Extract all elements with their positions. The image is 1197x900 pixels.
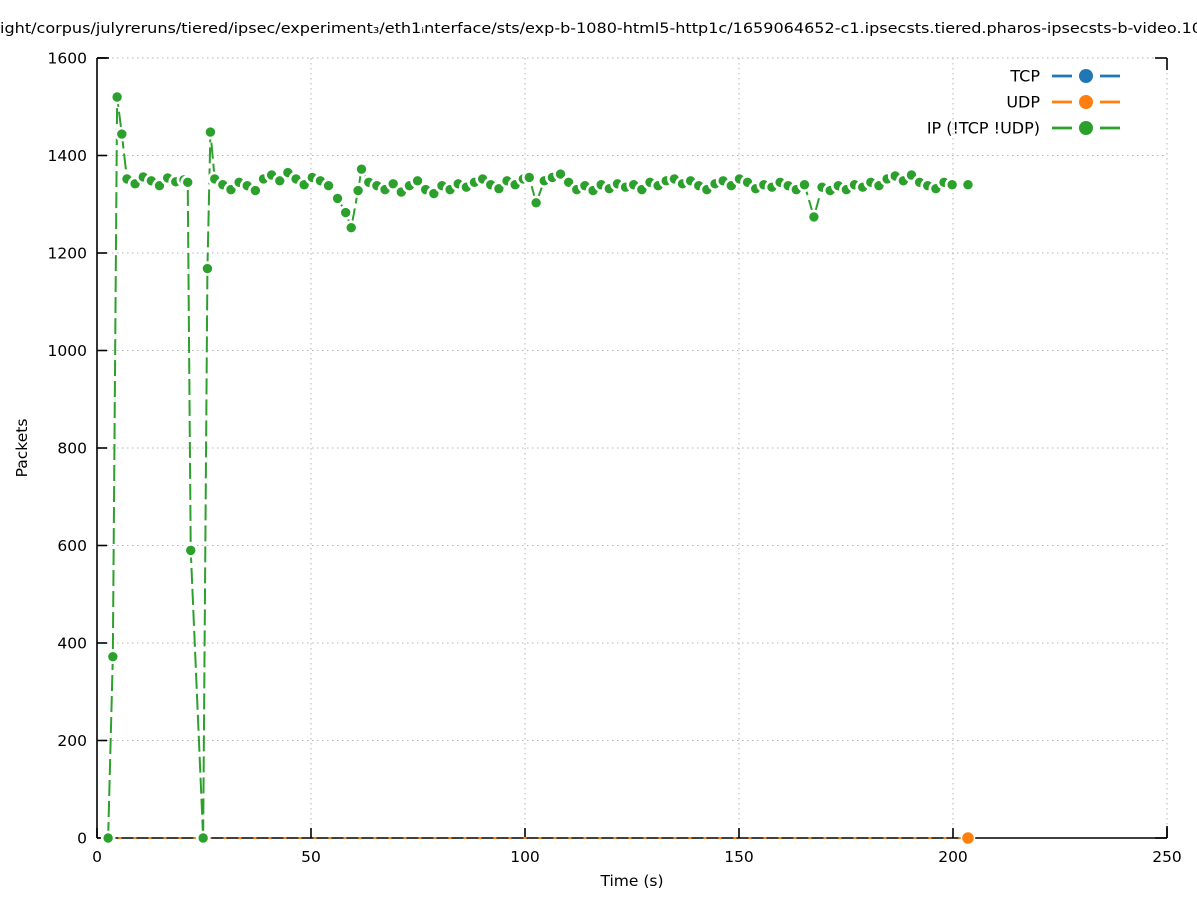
data-point-marker <box>521 170 537 185</box>
legend-label: TCP <box>1009 67 1040 86</box>
y-axis-title: Packets <box>13 419 31 478</box>
data-point-marker <box>105 649 121 664</box>
data-point-marker <box>330 191 345 206</box>
legend-label: IP (!TCP !UDP) <box>927 119 1040 138</box>
legend-point-sample <box>1079 95 1093 109</box>
series-ip-tcp-udp- <box>100 89 976 846</box>
data-point-marker <box>944 177 960 193</box>
x-tick-label: 100 <box>510 848 540 866</box>
y-tick-label: 1600 <box>48 50 87 68</box>
x-tick-label: 200 <box>938 848 968 866</box>
data-series <box>100 89 976 846</box>
legend-label: UDP <box>1006 93 1040 112</box>
x-tick-label: 50 <box>301 848 321 866</box>
data-point-marker <box>385 176 401 192</box>
data-point-marker <box>200 261 215 276</box>
x-tick-label: 150 <box>724 848 754 866</box>
series-end-marker <box>960 830 976 846</box>
legend: TCP UDP IP (!TCP !UDP) <box>927 67 1120 138</box>
y-tick-label: 1200 <box>48 245 87 263</box>
y-tick-label: 1000 <box>48 342 87 360</box>
y-tick-label: 1400 <box>48 147 87 165</box>
data-point-marker <box>960 177 976 193</box>
data-point-marker <box>806 209 822 225</box>
data-point-marker <box>354 161 369 177</box>
data-point-marker <box>183 543 199 558</box>
data-point-marker <box>248 183 263 198</box>
chart-title: ight/corpus/julyreruns/tiered/ipsec/expe… <box>0 21 1197 37</box>
data-point-marker <box>114 126 130 142</box>
y-tick-label: 200 <box>57 732 87 750</box>
data-point-marker <box>272 173 288 189</box>
data-point-marker <box>180 175 196 190</box>
data-point-marker <box>109 89 125 105</box>
series-udp <box>103 830 976 846</box>
data-point-marker <box>528 195 544 211</box>
x-tick-label: 250 <box>1152 848 1182 866</box>
data-point-marker <box>321 178 336 194</box>
axis-labels: Packets Time (s) <box>13 419 664 890</box>
x-axis-title: Time (s) <box>599 872 663 890</box>
grid-lines <box>97 57 1168 838</box>
data-point-marker <box>338 205 353 220</box>
data-point-marker <box>410 173 425 189</box>
x-tick-label: 0 <box>92 848 102 866</box>
data-point-marker <box>553 166 568 182</box>
legend-point-sample <box>1079 69 1093 83</box>
data-point-marker <box>203 124 218 140</box>
y-tick-label: 400 <box>57 635 87 653</box>
data-point-marker <box>343 220 359 235</box>
data-point-marker <box>100 830 116 846</box>
axes: 0 200 400 600 800 1000 1200 1400 1600 0 50 100 150 20… <box>48 50 1182 867</box>
y-tick-label: 0 <box>77 830 87 848</box>
legend-point-sample <box>1079 121 1093 135</box>
data-point-marker <box>350 183 366 198</box>
y-tick-label: 800 <box>57 440 87 458</box>
y-tick-label: 600 <box>57 537 87 555</box>
data-point-marker <box>797 177 812 193</box>
data-point-marker <box>195 830 211 846</box>
